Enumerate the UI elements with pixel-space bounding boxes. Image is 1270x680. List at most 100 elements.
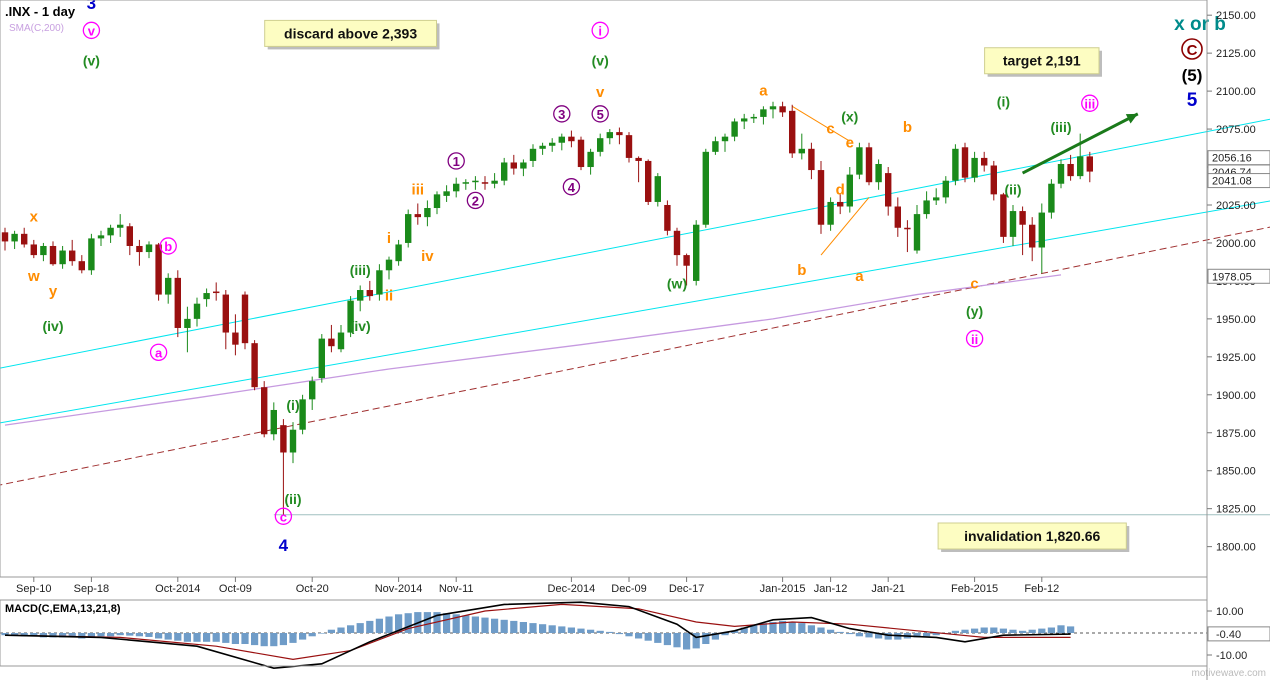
- macd-histogram-bar: [510, 620, 518, 633]
- candle-body: [1077, 156, 1084, 177]
- macd-histogram-bar: [327, 629, 335, 633]
- price-panel[interactable]: 3v(v)xwy(iv)bac4(i)(ii)(iii)(iv)iiiiiiiv…: [0, 0, 1270, 555]
- note-box: [937, 522, 1127, 550]
- wave-label-circle: [591, 21, 609, 40]
- macd-current-label: -0.40: [1216, 629, 1241, 641]
- wave-label: c: [970, 276, 978, 293]
- candle-body: [453, 183, 460, 192]
- candle-body: [395, 244, 402, 262]
- candle: [865, 142, 873, 186]
- candle: [155, 242, 162, 301]
- macd-histogram-bar: [452, 614, 460, 633]
- macd-histogram-bar: [875, 633, 883, 639]
- candle: [443, 185, 450, 202]
- macd-histogram-bar: [203, 633, 211, 642]
- macd-histogram-bar: [39, 633, 47, 638]
- wave-label-circle: [149, 343, 168, 361]
- macd-current-box: [1207, 626, 1270, 642]
- candle: [673, 227, 681, 266]
- candle: [328, 324, 335, 353]
- macd-histogram-bar: [471, 616, 479, 633]
- candle: [453, 177, 460, 198]
- wave-label: (ii): [1004, 181, 1021, 197]
- wave-label: 1: [453, 154, 460, 169]
- candle-body: [366, 290, 373, 297]
- candle: [405, 209, 412, 248]
- macd-histogram-bar: [836, 631, 844, 633]
- x-tick-label: Dec-09: [611, 583, 646, 595]
- macd-histogram-bar: [990, 627, 998, 633]
- candle: [347, 296, 354, 338]
- trend-line-abcde-upper: [791, 105, 851, 142]
- x-tick-label: Jan-12: [814, 583, 848, 595]
- candle: [913, 204, 921, 254]
- wave-label: 2: [472, 194, 479, 209]
- wave-label: (iii): [1051, 119, 1072, 135]
- wave-label: ii: [971, 332, 978, 347]
- candle: [923, 191, 930, 219]
- macd-histogram-bar: [260, 633, 268, 647]
- candle-body: [40, 245, 47, 256]
- candle-body: [107, 227, 114, 236]
- macd-histogram-bar: [78, 633, 86, 639]
- candle: [78, 255, 85, 274]
- candle: [424, 200, 431, 227]
- macd-panel[interactable]: [0, 601, 1207, 670]
- candle: [904, 220, 911, 253]
- candle-body: [155, 244, 162, 295]
- wave-label: (v): [592, 52, 609, 68]
- macd-histogram-bar: [731, 630, 739, 633]
- candle-body: [405, 214, 412, 243]
- candle-body: [1000, 194, 1007, 237]
- macd-histogram-bar: [855, 633, 863, 637]
- macd-histogram-bar: [423, 612, 431, 633]
- candle: [88, 233, 95, 275]
- candle: [990, 160, 997, 201]
- macd-histogram-bar: [500, 619, 508, 633]
- wave-label: 4: [568, 180, 576, 195]
- macd-histogram-bar: [289, 633, 297, 643]
- wave-label: b: [797, 262, 806, 279]
- candle-body: [424, 208, 431, 218]
- candle: [798, 133, 805, 160]
- candle: [1009, 204, 1017, 246]
- candle-body: [597, 138, 604, 152]
- candle: [232, 314, 239, 356]
- macd-histogram-bar: [798, 623, 806, 633]
- x-tick-label: Nov-2014: [375, 583, 423, 595]
- macd-histogram-bar: [759, 623, 767, 633]
- candle-body: [731, 121, 738, 137]
- wave-label: iii: [1084, 96, 1095, 111]
- macd-histogram-bar: [788, 622, 796, 633]
- candle-body: [337, 332, 345, 350]
- wave-label: iii: [412, 181, 425, 198]
- candle: [1067, 154, 1074, 181]
- macd-histogram-bar: [932, 633, 940, 636]
- candle-body: [654, 176, 661, 202]
- price-tag-label: 1978.05: [1212, 271, 1252, 283]
- candle-body: [664, 204, 671, 231]
- macd-histogram-bar: [183, 633, 191, 642]
- wave-label: 5: [597, 107, 604, 122]
- candle-body: [299, 399, 306, 430]
- candle-body: [856, 147, 863, 175]
- macd-histogram-bar: [174, 633, 182, 641]
- candle: [952, 144, 959, 186]
- candle: [309, 376, 316, 410]
- candle: [981, 151, 988, 172]
- candle-body: [587, 151, 594, 168]
- candle: [49, 241, 57, 266]
- macd-histogram-bar: [116, 633, 124, 636]
- wave-label-circle: [1081, 94, 1099, 112]
- candle: [385, 256, 393, 280]
- corner-label-5-primary: (5): [1182, 66, 1203, 85]
- candle-body: [49, 245, 57, 265]
- candle: [193, 297, 201, 327]
- candle-body: [117, 224, 124, 228]
- candle-body: [798, 148, 805, 154]
- candle: [184, 306, 191, 353]
- candle: [481, 176, 489, 190]
- candle: [491, 173, 498, 189]
- candle-body: [539, 145, 546, 149]
- candle-body: [558, 136, 565, 143]
